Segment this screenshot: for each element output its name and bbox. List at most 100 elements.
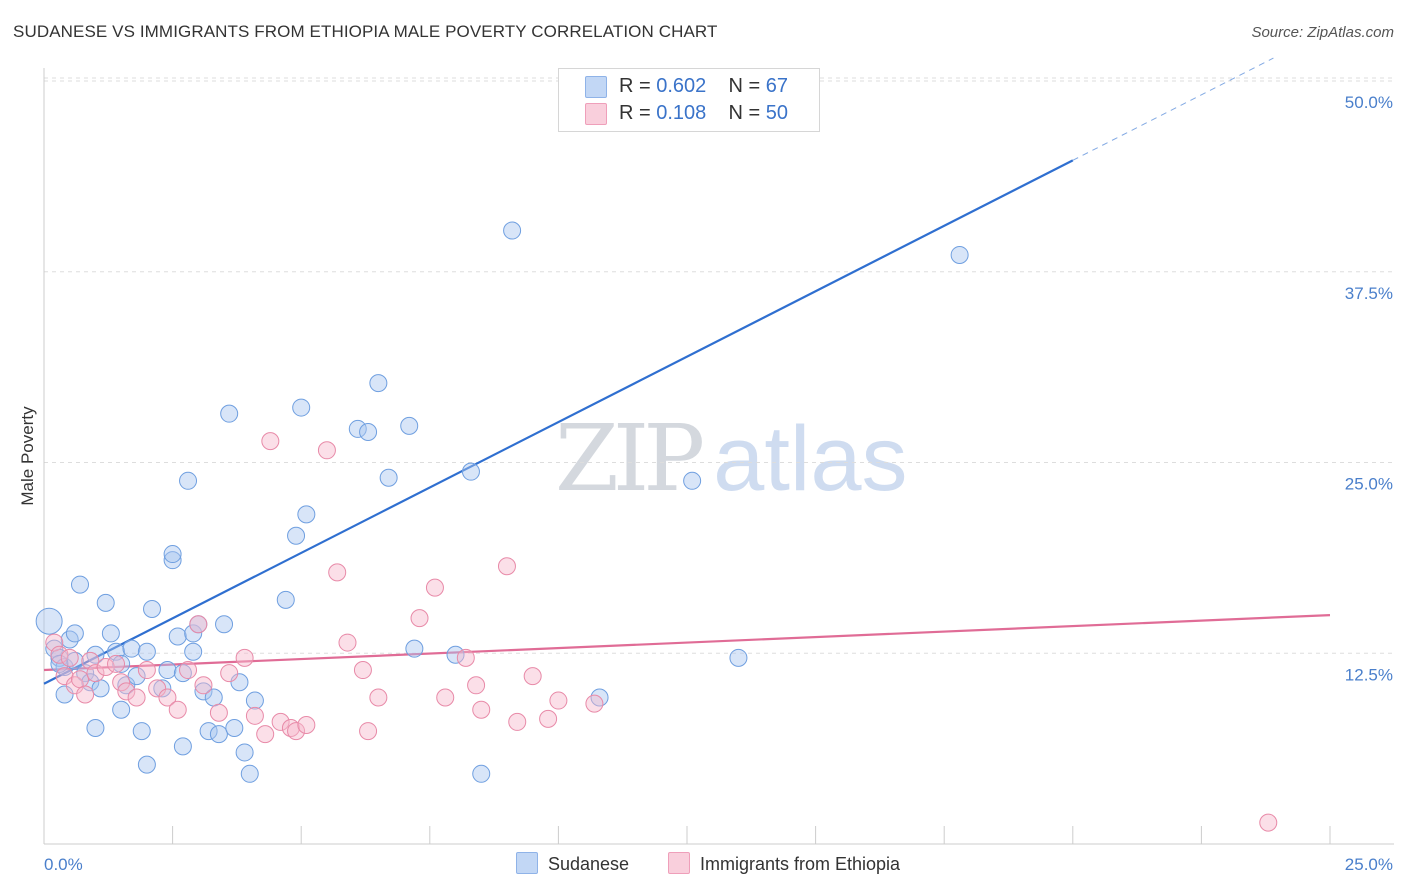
legend-item-sudanese[interactable]: Sudanese bbox=[516, 852, 629, 875]
point-sudanese bbox=[405, 639, 424, 658]
n-label: N = bbox=[728, 75, 761, 97]
point-sudanese bbox=[220, 404, 239, 423]
point-sudanese bbox=[359, 422, 378, 441]
point-sudanese bbox=[461, 462, 480, 481]
point-sudanese bbox=[158, 661, 177, 680]
point-sudanese bbox=[590, 688, 609, 707]
point-sudanese bbox=[35, 607, 63, 635]
point-ethiopia bbox=[179, 661, 198, 680]
correlation-legend: R = 0.602 N = 67 R = 0.108 N = 50 bbox=[558, 68, 820, 132]
trend-line-sudanese bbox=[43, 159, 1074, 685]
point-sudanese bbox=[86, 645, 105, 664]
gridlines bbox=[44, 77, 1394, 654]
point-ethiopia bbox=[96, 657, 115, 676]
y-tick-label: 50.0% bbox=[1345, 93, 1393, 112]
legend-label-sudanese: Sudanese bbox=[548, 854, 630, 874]
point-ethiopia bbox=[497, 557, 516, 576]
point-ethiopia bbox=[1259, 813, 1278, 832]
r-label: R = bbox=[619, 75, 651, 97]
point-sudanese bbox=[729, 648, 748, 667]
point-ethiopia bbox=[168, 700, 187, 719]
point-sudanese bbox=[297, 505, 316, 524]
point-ethiopia bbox=[271, 712, 290, 731]
point-sudanese bbox=[683, 471, 702, 490]
point-ethiopia bbox=[158, 688, 177, 707]
point-sudanese bbox=[245, 691, 264, 710]
legend-label-ethiopia: Immigrants from Ethiopia bbox=[700, 854, 901, 874]
r-label: R = bbox=[619, 102, 651, 124]
n-value: 67 bbox=[765, 75, 789, 97]
point-sudanese bbox=[950, 245, 969, 264]
point-sudanese bbox=[163, 551, 182, 570]
point-ethiopia bbox=[287, 722, 306, 741]
point-ethiopia bbox=[71, 670, 90, 689]
point-ethiopia bbox=[425, 578, 444, 597]
point-ethiopia bbox=[112, 673, 131, 692]
n-value: 50 bbox=[765, 102, 789, 124]
point-sudanese bbox=[292, 398, 311, 417]
point-sudanese bbox=[137, 755, 156, 774]
point-sudanese bbox=[112, 654, 131, 673]
point-sudanese bbox=[379, 468, 398, 487]
point-ethiopia bbox=[410, 609, 429, 628]
point-ethiopia bbox=[328, 563, 347, 582]
point-ethiopia bbox=[467, 676, 486, 695]
point-sudanese bbox=[55, 685, 74, 704]
point-sudanese bbox=[276, 590, 295, 609]
point-ethiopia bbox=[148, 679, 167, 698]
x-tick-label: 0.0% bbox=[44, 855, 83, 874]
point-ethiopia bbox=[209, 703, 228, 722]
point-sudanese bbox=[96, 593, 115, 612]
point-ethiopia bbox=[76, 685, 95, 704]
legend-swatch-sudanese bbox=[585, 76, 607, 98]
point-ethiopia bbox=[359, 722, 378, 741]
r-value: 0.602 bbox=[656, 75, 707, 97]
trend-extension-sudanese bbox=[1072, 57, 1274, 161]
point-ethiopia bbox=[281, 719, 300, 738]
point-ethiopia bbox=[117, 682, 136, 701]
point-sudanese bbox=[65, 624, 84, 643]
point-sudanese bbox=[112, 700, 131, 719]
point-sudanese bbox=[209, 725, 228, 744]
point-ethiopia bbox=[508, 712, 527, 731]
point-sudanese bbox=[179, 471, 198, 490]
point-sudanese bbox=[184, 642, 203, 661]
point-sudanese bbox=[194, 682, 213, 701]
point-ethiopia bbox=[220, 664, 239, 683]
point-sudanese bbox=[71, 575, 90, 594]
data-points bbox=[35, 221, 1278, 832]
point-sudanese bbox=[369, 374, 388, 393]
point-sudanese bbox=[127, 667, 146, 686]
point-ethiopia bbox=[523, 667, 542, 686]
point-ethiopia bbox=[86, 664, 105, 683]
point-ethiopia bbox=[472, 700, 491, 719]
point-ethiopia bbox=[189, 615, 208, 634]
n-label: N = bbox=[728, 102, 761, 124]
point-sudanese bbox=[472, 764, 491, 783]
point-ethiopia bbox=[297, 715, 316, 734]
y-tick-label: 12.5% bbox=[1345, 665, 1393, 684]
point-sudanese bbox=[215, 615, 234, 634]
point-sudanese bbox=[132, 722, 151, 741]
point-sudanese bbox=[199, 722, 218, 741]
point-sudanese bbox=[91, 679, 110, 698]
legend-item-ethiopia[interactable]: Immigrants from Ethiopia bbox=[668, 852, 900, 875]
point-ethiopia bbox=[369, 688, 388, 707]
point-ethiopia bbox=[317, 441, 336, 460]
point-sudanese bbox=[446, 645, 465, 664]
legend-swatch-ethiopia bbox=[585, 103, 607, 125]
point-ethiopia bbox=[353, 661, 372, 680]
chart-title: SUDANESE VS IMMIGRANTS FROM ETHIOPIA MAL… bbox=[13, 22, 718, 41]
point-sudanese bbox=[503, 221, 522, 240]
point-sudanese bbox=[143, 599, 162, 618]
point-sudanese bbox=[287, 526, 306, 545]
point-ethiopia bbox=[256, 725, 275, 744]
point-sudanese bbox=[235, 743, 254, 762]
point-ethiopia bbox=[55, 667, 74, 686]
point-ethiopia bbox=[338, 633, 357, 652]
point-ethiopia bbox=[127, 688, 146, 707]
point-sudanese bbox=[65, 651, 84, 670]
point-sudanese bbox=[400, 416, 419, 435]
x-tick-label: 25.0% bbox=[1345, 855, 1393, 874]
